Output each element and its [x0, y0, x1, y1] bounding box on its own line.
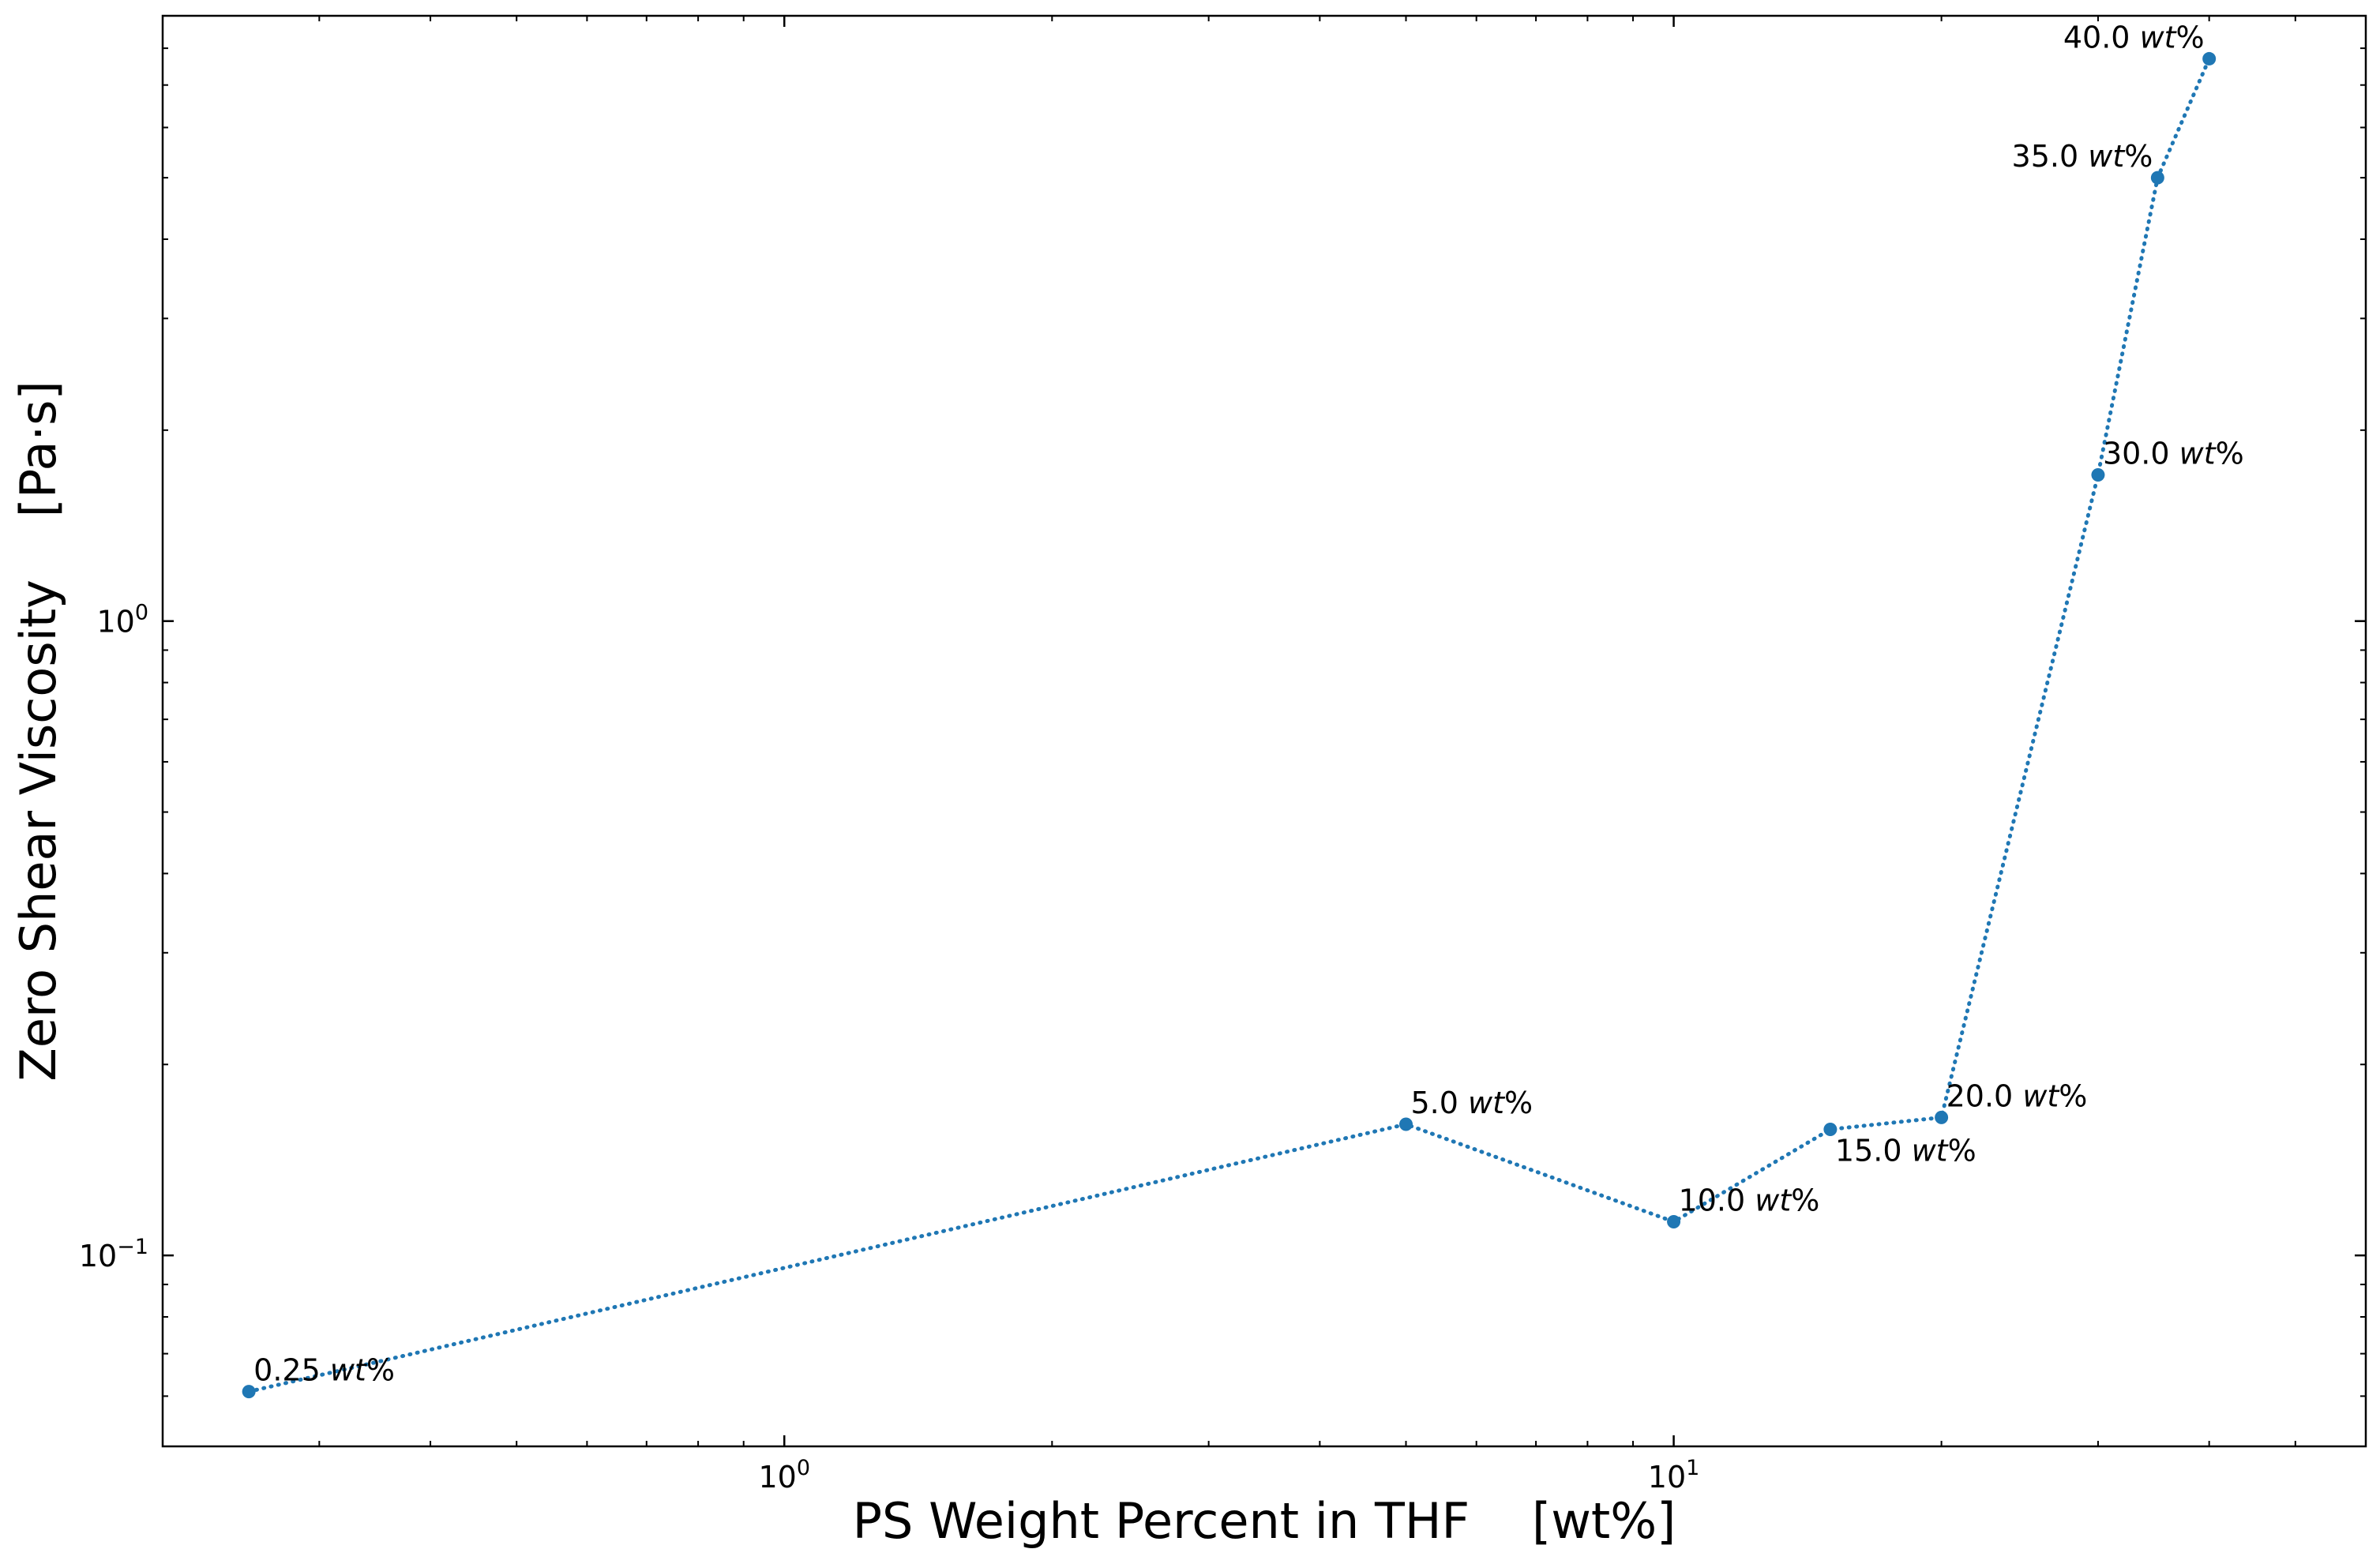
- plot-frame: [161, 14, 2367, 1448]
- data-label: 15.0 wt%: [1835, 1134, 1976, 1168]
- data-label: 5.0 wt%: [1411, 1086, 1533, 1120]
- y-tick-label: 100: [96, 601, 148, 639]
- data-point: [1935, 1110, 1949, 1124]
- data-label: 20.0 wt%: [1946, 1078, 2088, 1113]
- data-line-layer: [246, 56, 2212, 1394]
- data-labels-layer: 0.25 wt% 5.0 wt% 10.0 wt% 15.0 wt% 20.0 wt% 3…: [253, 20, 2244, 1387]
- data-point: [242, 1385, 256, 1399]
- x-tick-label: 101: [1648, 1456, 1700, 1495]
- data-point: [1823, 1123, 1838, 1137]
- data-point: [2091, 468, 2105, 482]
- tick-labels-layer: 100 101 10−1 100: [79, 601, 1700, 1495]
- data-point: [2202, 51, 2217, 66]
- data-label: 30.0 wt%: [2103, 437, 2244, 471]
- data-point: [2150, 171, 2164, 185]
- x-tick-label: 100: [758, 1456, 810, 1495]
- data-label: 40.0 wt%: [2063, 20, 2205, 54]
- x-axis-label: PS Weight Percent in THF [wt%]: [853, 1492, 1676, 1550]
- data-label: 10.0 wt%: [1679, 1183, 1820, 1217]
- data-point: [1399, 1117, 1413, 1131]
- data-label: 0.25 wt%: [253, 1353, 395, 1388]
- y-axis-label: Zero Shear Viscosity [Pa·s]: [9, 381, 67, 1081]
- data-point: [1667, 1214, 1681, 1228]
- series-line: [246, 56, 2212, 1394]
- y-tick-label: 10−1: [79, 1235, 148, 1273]
- major-ticks: [163, 16, 2366, 1446]
- data-points-layer: [242, 51, 2217, 1399]
- data-label: 35.0 wt%: [2012, 139, 2153, 174]
